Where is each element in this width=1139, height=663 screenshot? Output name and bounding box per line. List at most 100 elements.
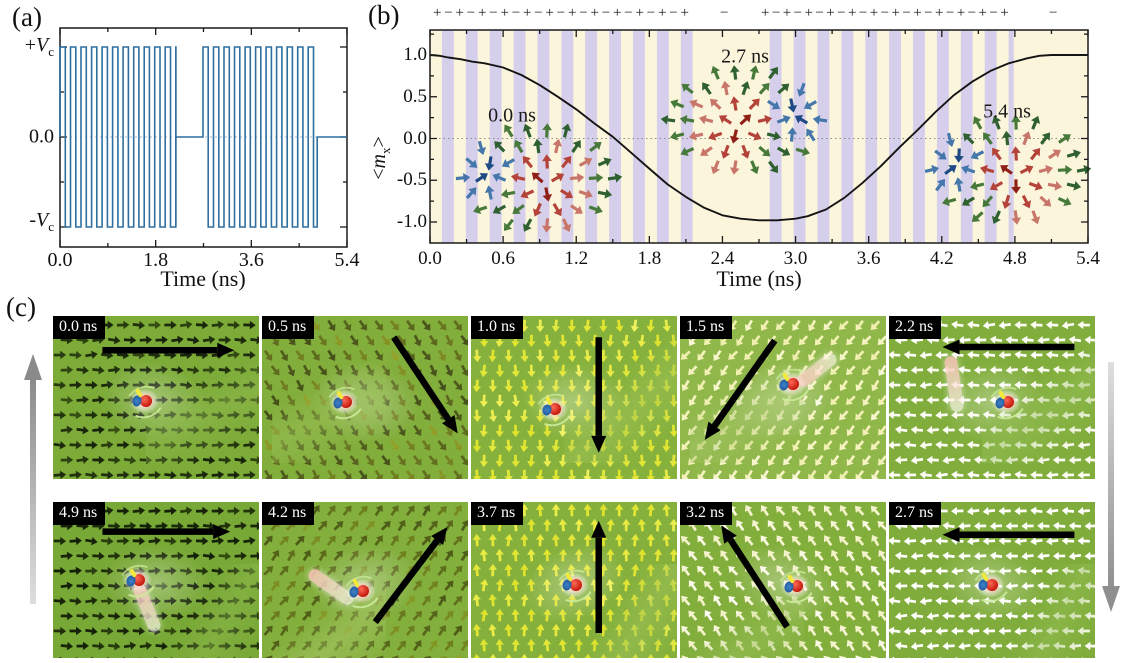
minus-sign: − — [647, 5, 655, 21]
panel-a-ytick-plus-vc: +Vc — [0, 34, 54, 60]
plus-sign: + — [501, 5, 509, 21]
minus-sign: − — [512, 5, 520, 21]
panel-b-xtick-label: 3.0 — [784, 248, 808, 270]
plus-sign: + — [1000, 5, 1008, 21]
panel-a-xtick-label: 0.0 — [48, 249, 73, 272]
minus-sign: − — [968, 5, 976, 21]
snapshot-cell: 2.2 ns — [889, 316, 1095, 479]
arrow-head — [1102, 586, 1120, 612]
panel-b-ytick-label: -1.0 — [383, 211, 427, 233]
plus-sign: + — [979, 5, 987, 21]
pulse-stripe — [657, 30, 669, 243]
snapshot-cell: 3.2 ns — [680, 502, 886, 658]
arrow-shaft — [30, 376, 36, 604]
plus-sign: + — [433, 5, 441, 21]
direction-arrow-down — [471, 316, 677, 479]
panel-a-xaxis-title: Time (ns) — [160, 266, 245, 292]
plus-sign: + — [636, 5, 644, 21]
minus-sign: − — [602, 5, 610, 21]
voltage-pulse-waveform — [60, 47, 347, 227]
time-label: 0.5 ns — [262, 316, 314, 339]
pulse-stripe — [794, 30, 806, 243]
time-label: 2.7 ns — [889, 502, 941, 525]
minus-sign: − — [579, 5, 587, 21]
plus-sign: + — [591, 5, 599, 21]
plus-sign: + — [456, 5, 464, 21]
plus-sign: + — [848, 5, 856, 21]
minus-sign: − — [467, 5, 475, 21]
polarity-sequence-1: + − + − + − + − + − + − + − + − + − + − + − + — [433, 5, 689, 21]
panel-b-xtick-label: 1.8 — [637, 248, 661, 270]
inset-time-label-2_7ns: 2.7 ns — [721, 46, 769, 69]
inset-time-label-5_4ns: 5.4 ns — [983, 101, 1031, 124]
snapshot-cell: 1.5 ns — [680, 316, 886, 479]
snapshot-cell: 0.5 ns — [262, 316, 468, 479]
panel-b-ytick-label: 1.0 — [383, 44, 427, 66]
minus-sign: − — [534, 5, 542, 21]
plus-sign: + — [761, 5, 769, 21]
arrow-shaft — [1108, 362, 1114, 590]
pulse-stripe — [937, 30, 949, 243]
plus-sign: + — [658, 5, 666, 21]
snapshot-cell: 2.7 ns — [889, 502, 1095, 658]
snapshot-cell: 3.7 ns — [471, 502, 677, 658]
panel-c-label: (c) — [6, 292, 36, 323]
plus-sign: + — [913, 5, 921, 21]
panel-b-xtick-label: 3.6 — [857, 248, 881, 270]
minus-sign: − — [881, 5, 889, 21]
pulse-stripe — [913, 30, 925, 243]
minus-sign: − — [815, 5, 823, 21]
plus-sign: + — [25, 34, 36, 56]
pulse-stripe — [442, 30, 454, 243]
panel-b-xtick-label: 0.6 — [491, 248, 515, 270]
panel-b-ytick-label: -0.5 — [383, 169, 427, 191]
snapshot-cell: 1.0 ns — [471, 316, 677, 479]
minus-sign: − — [669, 5, 677, 21]
panel-a-xtick-label: 5.4 — [335, 249, 360, 272]
panel-a-ytick-zero: 0.0 — [0, 126, 54, 149]
plus-sign: + — [681, 5, 689, 21]
time-label: 4.9 ns — [53, 502, 105, 525]
direction-arrow-up-right — [262, 502, 468, 658]
direction-arrow-right — [53, 316, 259, 479]
pulse-stripe — [841, 30, 853, 243]
plus-sign: + — [957, 5, 965, 21]
minus-sign: − — [837, 5, 845, 21]
minus-sign: − — [859, 5, 867, 21]
direction-arrow-down-right — [262, 316, 468, 479]
panel-b-xtick-label: 4.8 — [1003, 248, 1027, 270]
minus-sign: − — [557, 5, 565, 21]
panel-b-xtick-label: 4.2 — [930, 248, 954, 270]
arrow-head — [24, 354, 42, 380]
minus-sign: − — [902, 5, 910, 21]
plus-sign: + — [568, 5, 576, 21]
minus-sign: − — [772, 5, 780, 21]
polarity-sequence-2: + − + − + − + − + − + − + − + − + − + − + − + — [761, 5, 1009, 21]
subscript-c: c — [48, 219, 54, 234]
snapshot-cell: 0.0 ns — [53, 316, 259, 479]
pulse-stripe — [585, 30, 597, 243]
snapshot-cell: 4.9 ns — [53, 502, 259, 658]
minus-sign: − — [444, 5, 452, 21]
minus-sign: − — [794, 5, 802, 21]
plus-sign: + — [613, 5, 621, 21]
pulse-stripe — [889, 30, 901, 243]
panel-b-ytick-label: 0.5 — [383, 86, 427, 108]
panel-a-xtick-label: 3.6 — [239, 249, 264, 272]
panel-b-xtick-label: 2.4 — [711, 248, 735, 270]
minus-sign: − — [946, 5, 954, 21]
panel-b-ytick-label: 0.0 — [383, 128, 427, 150]
direction-arrow-down-left — [680, 316, 886, 479]
time-label: 0.0 ns — [53, 316, 105, 339]
pulse-stripe — [865, 30, 877, 243]
direction-arrow-left — [889, 502, 1095, 658]
voltage-symbol: V — [36, 34, 48, 56]
plus-sign: + — [935, 5, 943, 21]
plus-sign: + — [826, 5, 834, 21]
minus-sign: - — [29, 209, 36, 231]
time-label: 3.2 ns — [680, 502, 732, 525]
plus-sign: + — [805, 5, 813, 21]
polarity-lone-minus-1: − — [720, 5, 732, 21]
panel-b-xtick-label: 1.2 — [564, 248, 588, 270]
plus-sign: + — [870, 5, 878, 21]
